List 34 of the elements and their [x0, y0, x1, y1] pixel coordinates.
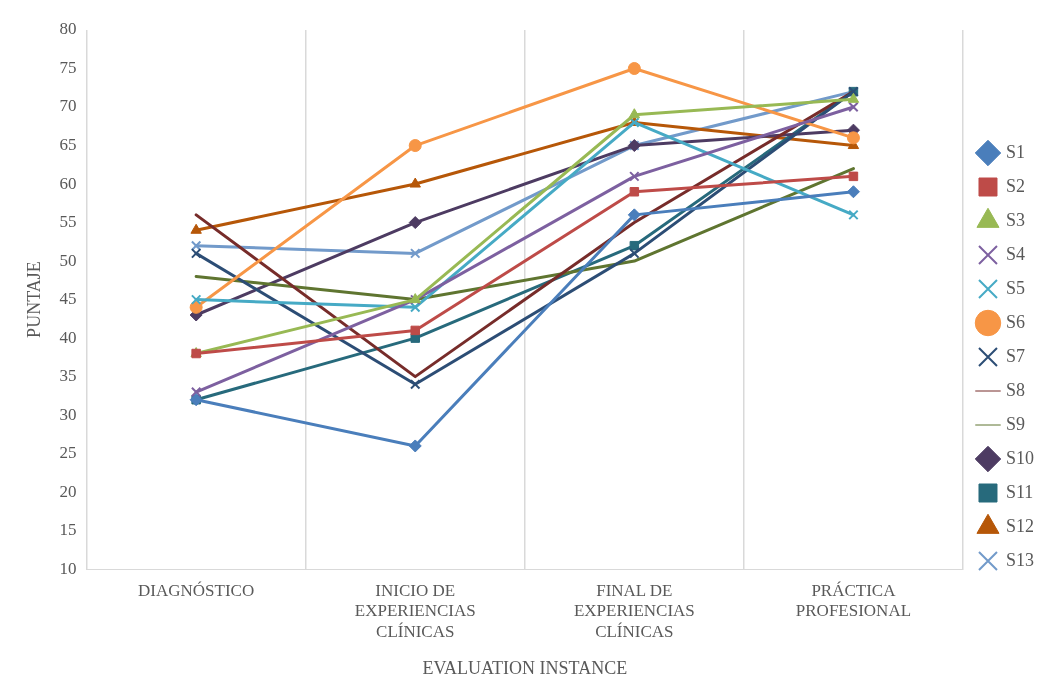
legend-label: S8	[1005, 379, 1025, 400]
y-tick-label: 40	[59, 327, 77, 347]
legend-label: S1	[1005, 141, 1025, 162]
x-tick-label: PRÁCTICA PROFESIONAL	[795, 580, 912, 621]
legend-label: S2	[1005, 175, 1025, 196]
y-tick-label: 80	[59, 19, 77, 39]
x-tick-label: DIAGNÓSTICO	[138, 580, 255, 600]
legend-label: S5	[1005, 277, 1025, 298]
y-tick-label: 70	[59, 96, 77, 116]
y-axis-title: PUNTAJE	[23, 261, 44, 338]
y-tick-label: 15	[59, 520, 77, 540]
y-tick-label: 35	[59, 366, 77, 386]
legend-label: S3	[1005, 209, 1025, 230]
legend-label: S9	[1005, 413, 1025, 434]
y-tick-label: 75	[59, 57, 77, 77]
x-tick-label: INICIO DE EXPERIENCIAS CLÍNICAS	[354, 580, 476, 641]
y-tick-label: 25	[59, 443, 77, 463]
legend-label: S7	[1005, 345, 1025, 366]
y-tick-label: 60	[59, 173, 77, 193]
y-tick-label: 30	[59, 404, 77, 424]
legend-label: S6	[1005, 311, 1025, 332]
legend-label: S12	[1005, 515, 1034, 536]
legend-label: S13	[1005, 549, 1034, 570]
legend-label: S4	[1005, 243, 1025, 264]
x-axis-title: EVALUATION INSTANCE	[422, 657, 628, 678]
legend-label: S10	[1005, 447, 1034, 468]
y-tick-label: 45	[59, 289, 77, 309]
y-tick-label: 65	[59, 135, 77, 155]
y-tick-label: 10	[59, 558, 77, 578]
y-tick-label: 50	[59, 250, 77, 270]
x-tick-label: FINAL DE EXPERIENCIAS CLÍNICAS	[573, 580, 695, 641]
y-tick-label: 55	[59, 212, 77, 232]
y-tick-label: 20	[59, 481, 77, 501]
legend-label: S11	[1005, 481, 1034, 502]
